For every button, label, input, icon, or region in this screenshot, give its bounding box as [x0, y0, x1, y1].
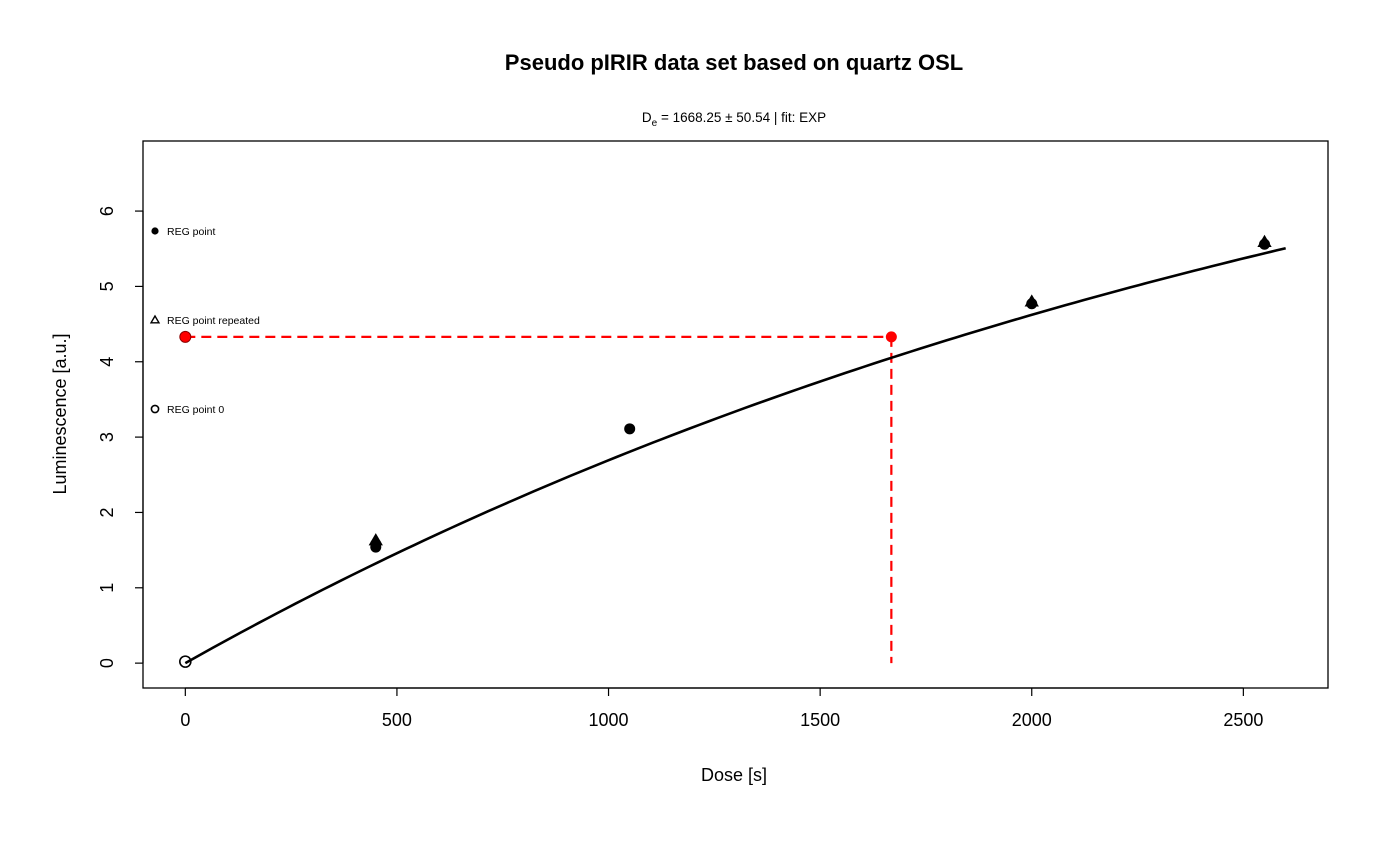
data-point	[179, 655, 192, 668]
subtitle-value: = 1668.25 ± 50.54 | fit: EXP	[657, 110, 826, 125]
x-tick-label: 2000	[1012, 710, 1052, 730]
legend-marker	[149, 314, 161, 324]
x-axis: 0 500 1000 1500 2000 2500	[180, 687, 1263, 730]
y-tick-label: 3	[97, 432, 117, 442]
chart-title: Pseudo pIRIR data set based on quartz OS…	[505, 50, 963, 75]
legend-label: REG point repeated	[167, 315, 260, 327]
y-tick-label: 4	[97, 357, 117, 367]
y-tick-label: 1	[97, 583, 117, 593]
natural-point	[179, 330, 192, 343]
subtitle-de-subscript: e	[652, 118, 658, 129]
legend-label: REG point	[167, 226, 216, 238]
data-point	[368, 533, 383, 546]
x-tick-label: 0	[180, 710, 190, 730]
de-point	[885, 331, 897, 343]
y-tick-label: 5	[97, 281, 117, 291]
y-axis-label: Luminescence [a.u.]	[50, 333, 70, 494]
y-tick-label: 2	[97, 507, 117, 517]
legend-label: REG point 0	[167, 404, 224, 416]
y-tick-label: 6	[97, 206, 117, 216]
y-tick-label: 0	[97, 658, 117, 668]
fit-layer	[184, 246, 1286, 665]
data-point	[624, 423, 636, 435]
plot-frame	[142, 140, 1329, 689]
chart-subtitle: De = 1668.25 ± 50.54 | fit: EXP	[642, 110, 826, 129]
subtitle-de-symbol: D	[642, 110, 652, 125]
legend-marker	[151, 227, 159, 235]
x-axis-label: Dose [s]	[701, 765, 767, 785]
y-axis: 0 1 2 3 4 5 6	[97, 206, 144, 668]
data-point	[1024, 294, 1039, 307]
x-tick-label: 500	[382, 710, 412, 730]
x-tick-label: 1000	[589, 710, 629, 730]
points-layer	[179, 234, 1272, 668]
x-tick-label: 1500	[800, 710, 840, 730]
data-point	[1257, 234, 1272, 247]
legend: REG point REG point repeated REG point 0	[149, 226, 260, 416]
x-tick-label: 2500	[1223, 710, 1263, 730]
legend-marker	[150, 404, 160, 414]
fit-curve	[184, 246, 1286, 665]
de-lines	[185, 335, 893, 664]
